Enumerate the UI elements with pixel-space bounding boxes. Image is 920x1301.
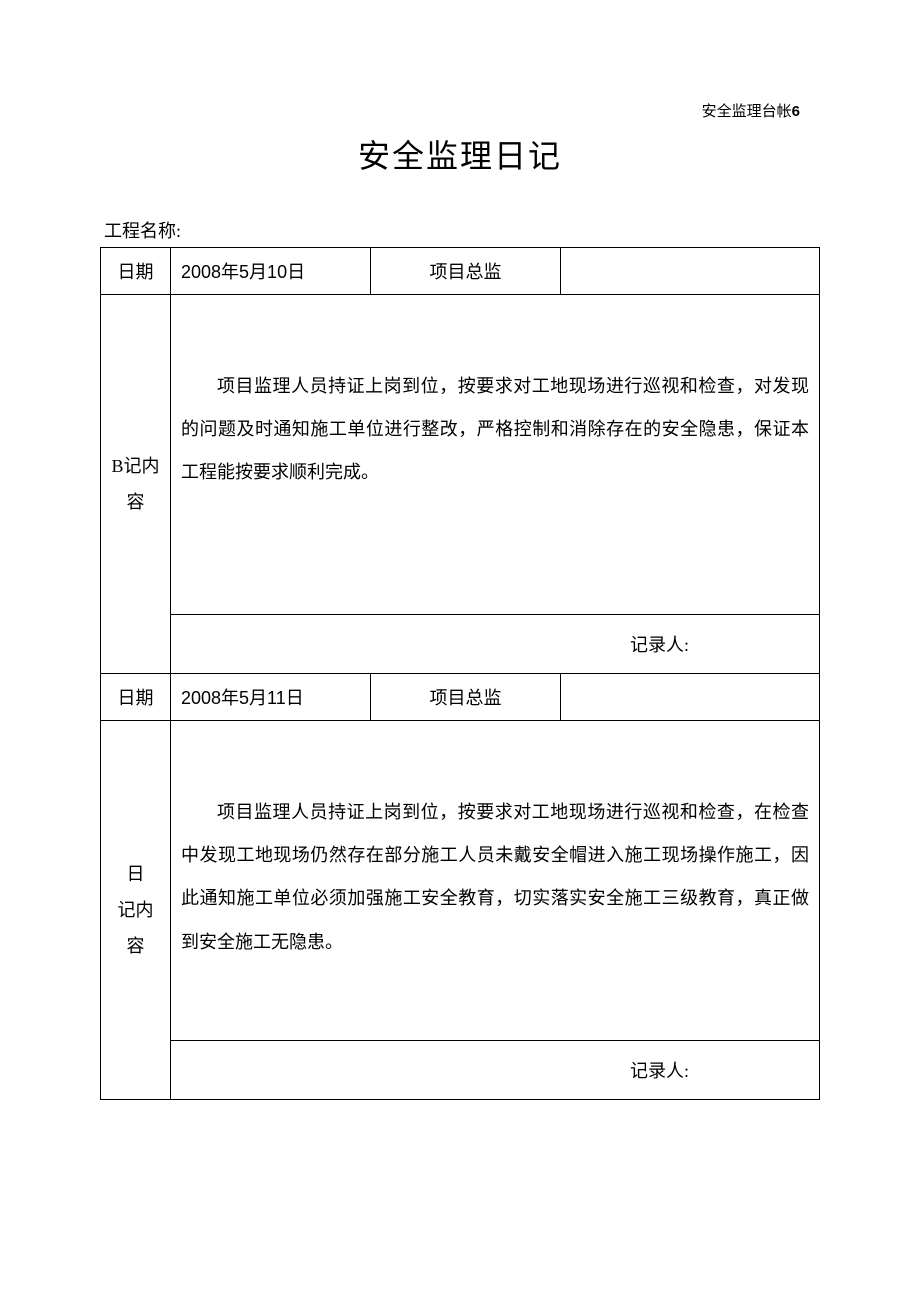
- diary-table: 日期 2008年5月10日 项目总监 B记内容 项目监理人员持证上岗到位，按要求…: [100, 247, 820, 1100]
- date-value-1: 2008年5月10日: [171, 248, 371, 295]
- content-cell-2: 项目监理人员持证上岗到位，按要求对工地现场进行巡视和检查，在检查中发现工地现场仍…: [171, 721, 820, 1041]
- content-label-2: 日 记内容: [101, 721, 171, 1100]
- date-label-2: 日期: [101, 674, 171, 721]
- recorder-label-1: 记录人:: [630, 635, 689, 655]
- entry2-recorder-row: 记录人:: [101, 1041, 820, 1100]
- entry1-content-row: B记内容 项目监理人员持证上岗到位，按要求对工地现场进行巡视和检查，对发现的问题…: [101, 295, 820, 615]
- recorder-label-2: 记录人:: [630, 1061, 689, 1081]
- header-top-right-num: 6: [792, 103, 800, 120]
- content-text-1: 项目监理人员持证上岗到位，按要求对工地现场进行巡视和检查，对发现的问题及时通知施…: [181, 365, 809, 495]
- content-label-2-line1: 日: [127, 864, 145, 884]
- project-name-label: 工程名称:: [100, 217, 820, 243]
- entry2-content-row: 日 记内容 项目监理人员持证上岗到位，按要求对工地现场进行巡视和检查，在检查中发…: [101, 721, 820, 1041]
- page-title: 安全监理日记: [100, 131, 820, 177]
- header-top-right: 安全监理台帐6: [100, 100, 820, 121]
- pm-label-1: 项目总监: [371, 248, 561, 295]
- date-label-1: 日期: [101, 248, 171, 295]
- content-text-2: 项目监理人员持证上岗到位，按要求对工地现场进行巡视和检查，在检查中发现工地现场仍…: [181, 791, 809, 964]
- entry1-header-row: 日期 2008年5月10日 项目总监: [101, 248, 820, 295]
- pm-value-1: [561, 248, 820, 295]
- content-label-2-line2: 记内容: [118, 900, 154, 956]
- pm-value-2: [561, 674, 820, 721]
- entry1-recorder-row: 记录人:: [101, 615, 820, 674]
- content-label-1: B记内容: [101, 295, 171, 674]
- date-value-2: 2008年5月11日: [171, 674, 371, 721]
- entry2-header-row: 日期 2008年5月11日 项目总监: [101, 674, 820, 721]
- recorder-cell-1: 记录人:: [171, 615, 820, 674]
- content-cell-1: 项目监理人员持证上岗到位，按要求对工地现场进行巡视和检查，对发现的问题及时通知施…: [171, 295, 820, 615]
- recorder-cell-2: 记录人:: [171, 1041, 820, 1100]
- pm-label-2: 项目总监: [371, 674, 561, 721]
- header-top-right-text: 安全监理台帐: [702, 104, 792, 120]
